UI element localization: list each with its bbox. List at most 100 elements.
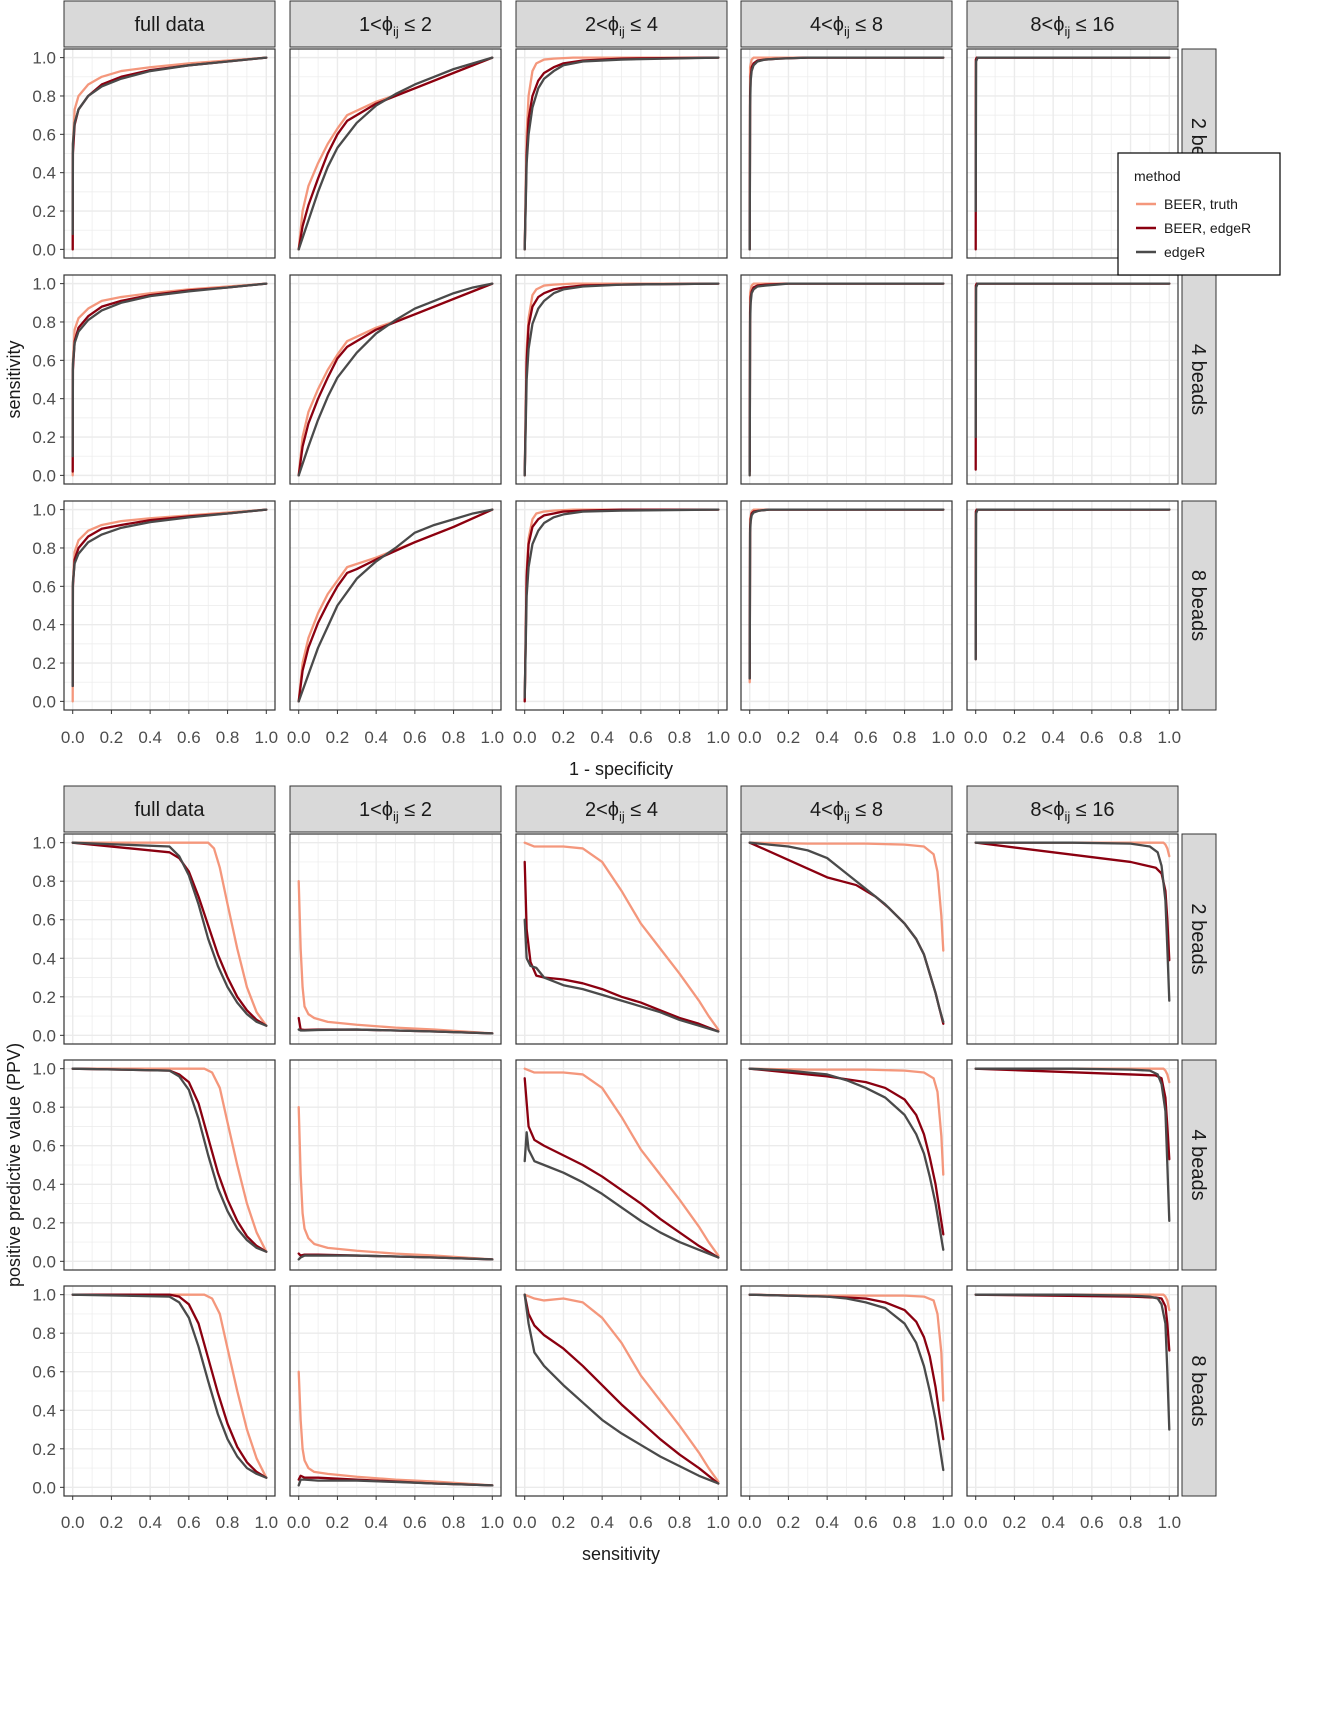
x-tick-label: 0.8: [668, 1513, 692, 1532]
facet-strip-8-ij-16: [966, 785, 1179, 833]
facet-label-subscript: ij: [844, 24, 850, 39]
series-line-beer-truth: [748, 1067, 945, 1176]
x-tick-label: 1.0: [254, 728, 278, 747]
facet-strip-full-data: [63, 785, 276, 833]
x-tick-label: 0.8: [893, 1513, 917, 1532]
y-tick-label: 0.4: [32, 949, 56, 968]
panel-border: [740, 1285, 953, 1497]
x-tick-label: 0.2: [326, 728, 350, 747]
y-tick-label: 0.2: [32, 988, 56, 1007]
x-tick-label: 0.4: [364, 728, 388, 747]
panel-border: [515, 500, 728, 711]
facet-label-part: ≤ 8: [850, 799, 883, 821]
facet-strip-8-ij-16: [966, 0, 1179, 48]
panel-border: [966, 1059, 1179, 1271]
y-tick-label: 0.8: [32, 872, 56, 891]
x-tick-label: 1.0: [1157, 728, 1181, 747]
x-tick-label: 0.8: [216, 728, 240, 747]
facet-label-part: ≤ 16: [1070, 799, 1114, 821]
series-line-beer-truth: [297, 1370, 494, 1487]
facet-strip-4-ij-8: [740, 785, 953, 833]
panel-border: [515, 833, 728, 1045]
facet-label-part: 1<ϕ: [359, 14, 393, 36]
x-tick-label: 0.4: [815, 1513, 839, 1532]
x-tick-label: 0.2: [100, 1513, 124, 1532]
series-line-beer-edger: [297, 508, 494, 703]
panel-border: [740, 48, 953, 259]
panel-2-ij-4-8-beads: 0.0 0.2 0.4 0.6 0.8 1.0: [513, 1285, 730, 1532]
x-tick-label: 0.6: [177, 728, 201, 747]
facet-label-part: 2<ϕ: [585, 14, 619, 36]
y-tick-label: 0.4: [32, 1175, 56, 1194]
panel-8-ij-16-8-beads: 0.0 0.2 0.4 0.6 0.8 1.0: [964, 500, 1181, 747]
facet-label-part: ≤ 2: [399, 799, 432, 821]
x-tick-label: 0.8: [893, 728, 917, 747]
x-tick-label: 0.0: [513, 1513, 537, 1532]
facet-strip-8-beads: [1181, 500, 1217, 711]
facet-label-part: ≤ 4: [625, 14, 658, 36]
series-line-edger: [297, 1478, 494, 1487]
series-line-edger: [748, 282, 945, 477]
panel-border: [63, 1059, 276, 1271]
facet-row-label: 8 beads: [1187, 570, 1209, 641]
facet-label-subscript: ij: [619, 24, 625, 39]
series-line-edger: [71, 56, 268, 236]
y-tick-label: 0.4: [32, 1401, 56, 1420]
chart-figure-1: full data 1<ϕij ≤ 2 2<ϕij ≤ 4 4<ϕij ≤ 8 8<ϕi…: [4, 0, 1281, 779]
x-tick-label: 0.4: [1041, 728, 1065, 747]
panel-border: [515, 1059, 728, 1271]
series-line-edger: [748, 1067, 945, 1251]
panel-4-ij-8-2-beads: [740, 833, 953, 1045]
series-line-edger: [748, 56, 945, 251]
x-tick-label: 0.4: [138, 1513, 162, 1532]
y-tick-label: 0.0: [32, 1252, 56, 1271]
x-tick-label: 0.2: [1003, 1513, 1027, 1532]
panel-4-ij-8-2-beads: [740, 48, 953, 259]
y-tick-label: 1.0: [32, 1286, 56, 1305]
series-line-edger: [748, 508, 945, 680]
chart-root: full data 1<ϕij ≤ 2 2<ϕij ≤ 4 4<ϕij ≤ 8 8<ϕi…: [4, 0, 1281, 1564]
x-tick-label: 0.0: [964, 728, 988, 747]
series-line-edger: [297, 1028, 494, 1035]
x-tick-label: 0.4: [590, 1513, 614, 1532]
y-tick-label: 0.2: [32, 1214, 56, 1233]
series-line-beer-edger: [523, 1077, 720, 1259]
panel-border: [966, 274, 1179, 485]
panel-border: [289, 500, 502, 711]
series-line-edger: [71, 508, 268, 688]
facet-label-subscript: ij: [1064, 809, 1070, 824]
series-line-beer-edger: [974, 1067, 1171, 1161]
facet-label-part: 8<ϕ: [1030, 14, 1064, 36]
y-tick-label: 0.2: [32, 654, 56, 673]
x-axis-title: sensitivity: [582, 1544, 660, 1564]
y-tick-label: 0.2: [32, 1440, 56, 1459]
facet-label-part: 2<ϕ: [585, 799, 619, 821]
panel-1-ij-2-4-beads: [289, 1059, 502, 1271]
x-tick-label: 0.6: [629, 1513, 653, 1532]
y-tick-label: 0.0: [32, 240, 56, 259]
y-tick-label: 0.4: [32, 164, 56, 183]
panel-4-ij-8-4-beads: [740, 274, 953, 485]
panel-full-data-4-beads: 0.0 0.2 0.4 0.6 0.8 1.0: [32, 274, 276, 485]
facet-strip-4-beads: [1181, 1059, 1217, 1271]
x-tick-label: 0.0: [964, 1513, 988, 1532]
y-tick-label: 0.8: [32, 539, 56, 558]
facet-label-subscript: ij: [1064, 24, 1070, 39]
y-tick-label: 0.8: [32, 87, 56, 106]
series-line-beer-edger: [71, 1293, 268, 1479]
facet-label-part: ≤ 8: [850, 14, 883, 36]
x-tick-label: 1.0: [1157, 1513, 1181, 1532]
panel-8-ij-16-8-beads: 0.0 0.2 0.4 0.6 0.8 1.0: [964, 1285, 1181, 1532]
facet-label-part: 4<ϕ: [810, 799, 844, 821]
panel-8-ij-16-4-beads: [966, 1059, 1179, 1271]
panel-4-ij-8-4-beads: [740, 1059, 953, 1271]
x-tick-label: 1.0: [480, 1513, 504, 1532]
y-tick-label: 1.0: [32, 1060, 56, 1079]
y-tick-label: 0.0: [32, 1478, 56, 1497]
series-line-edger: [523, 1293, 720, 1485]
series-line-beer-truth: [297, 880, 494, 1035]
series-line-beer-edger: [71, 1067, 268, 1253]
x-tick-label: 0.8: [442, 1513, 466, 1532]
x-tick-label: 0.0: [738, 1513, 762, 1532]
series-line-edger: [748, 841, 945, 1023]
